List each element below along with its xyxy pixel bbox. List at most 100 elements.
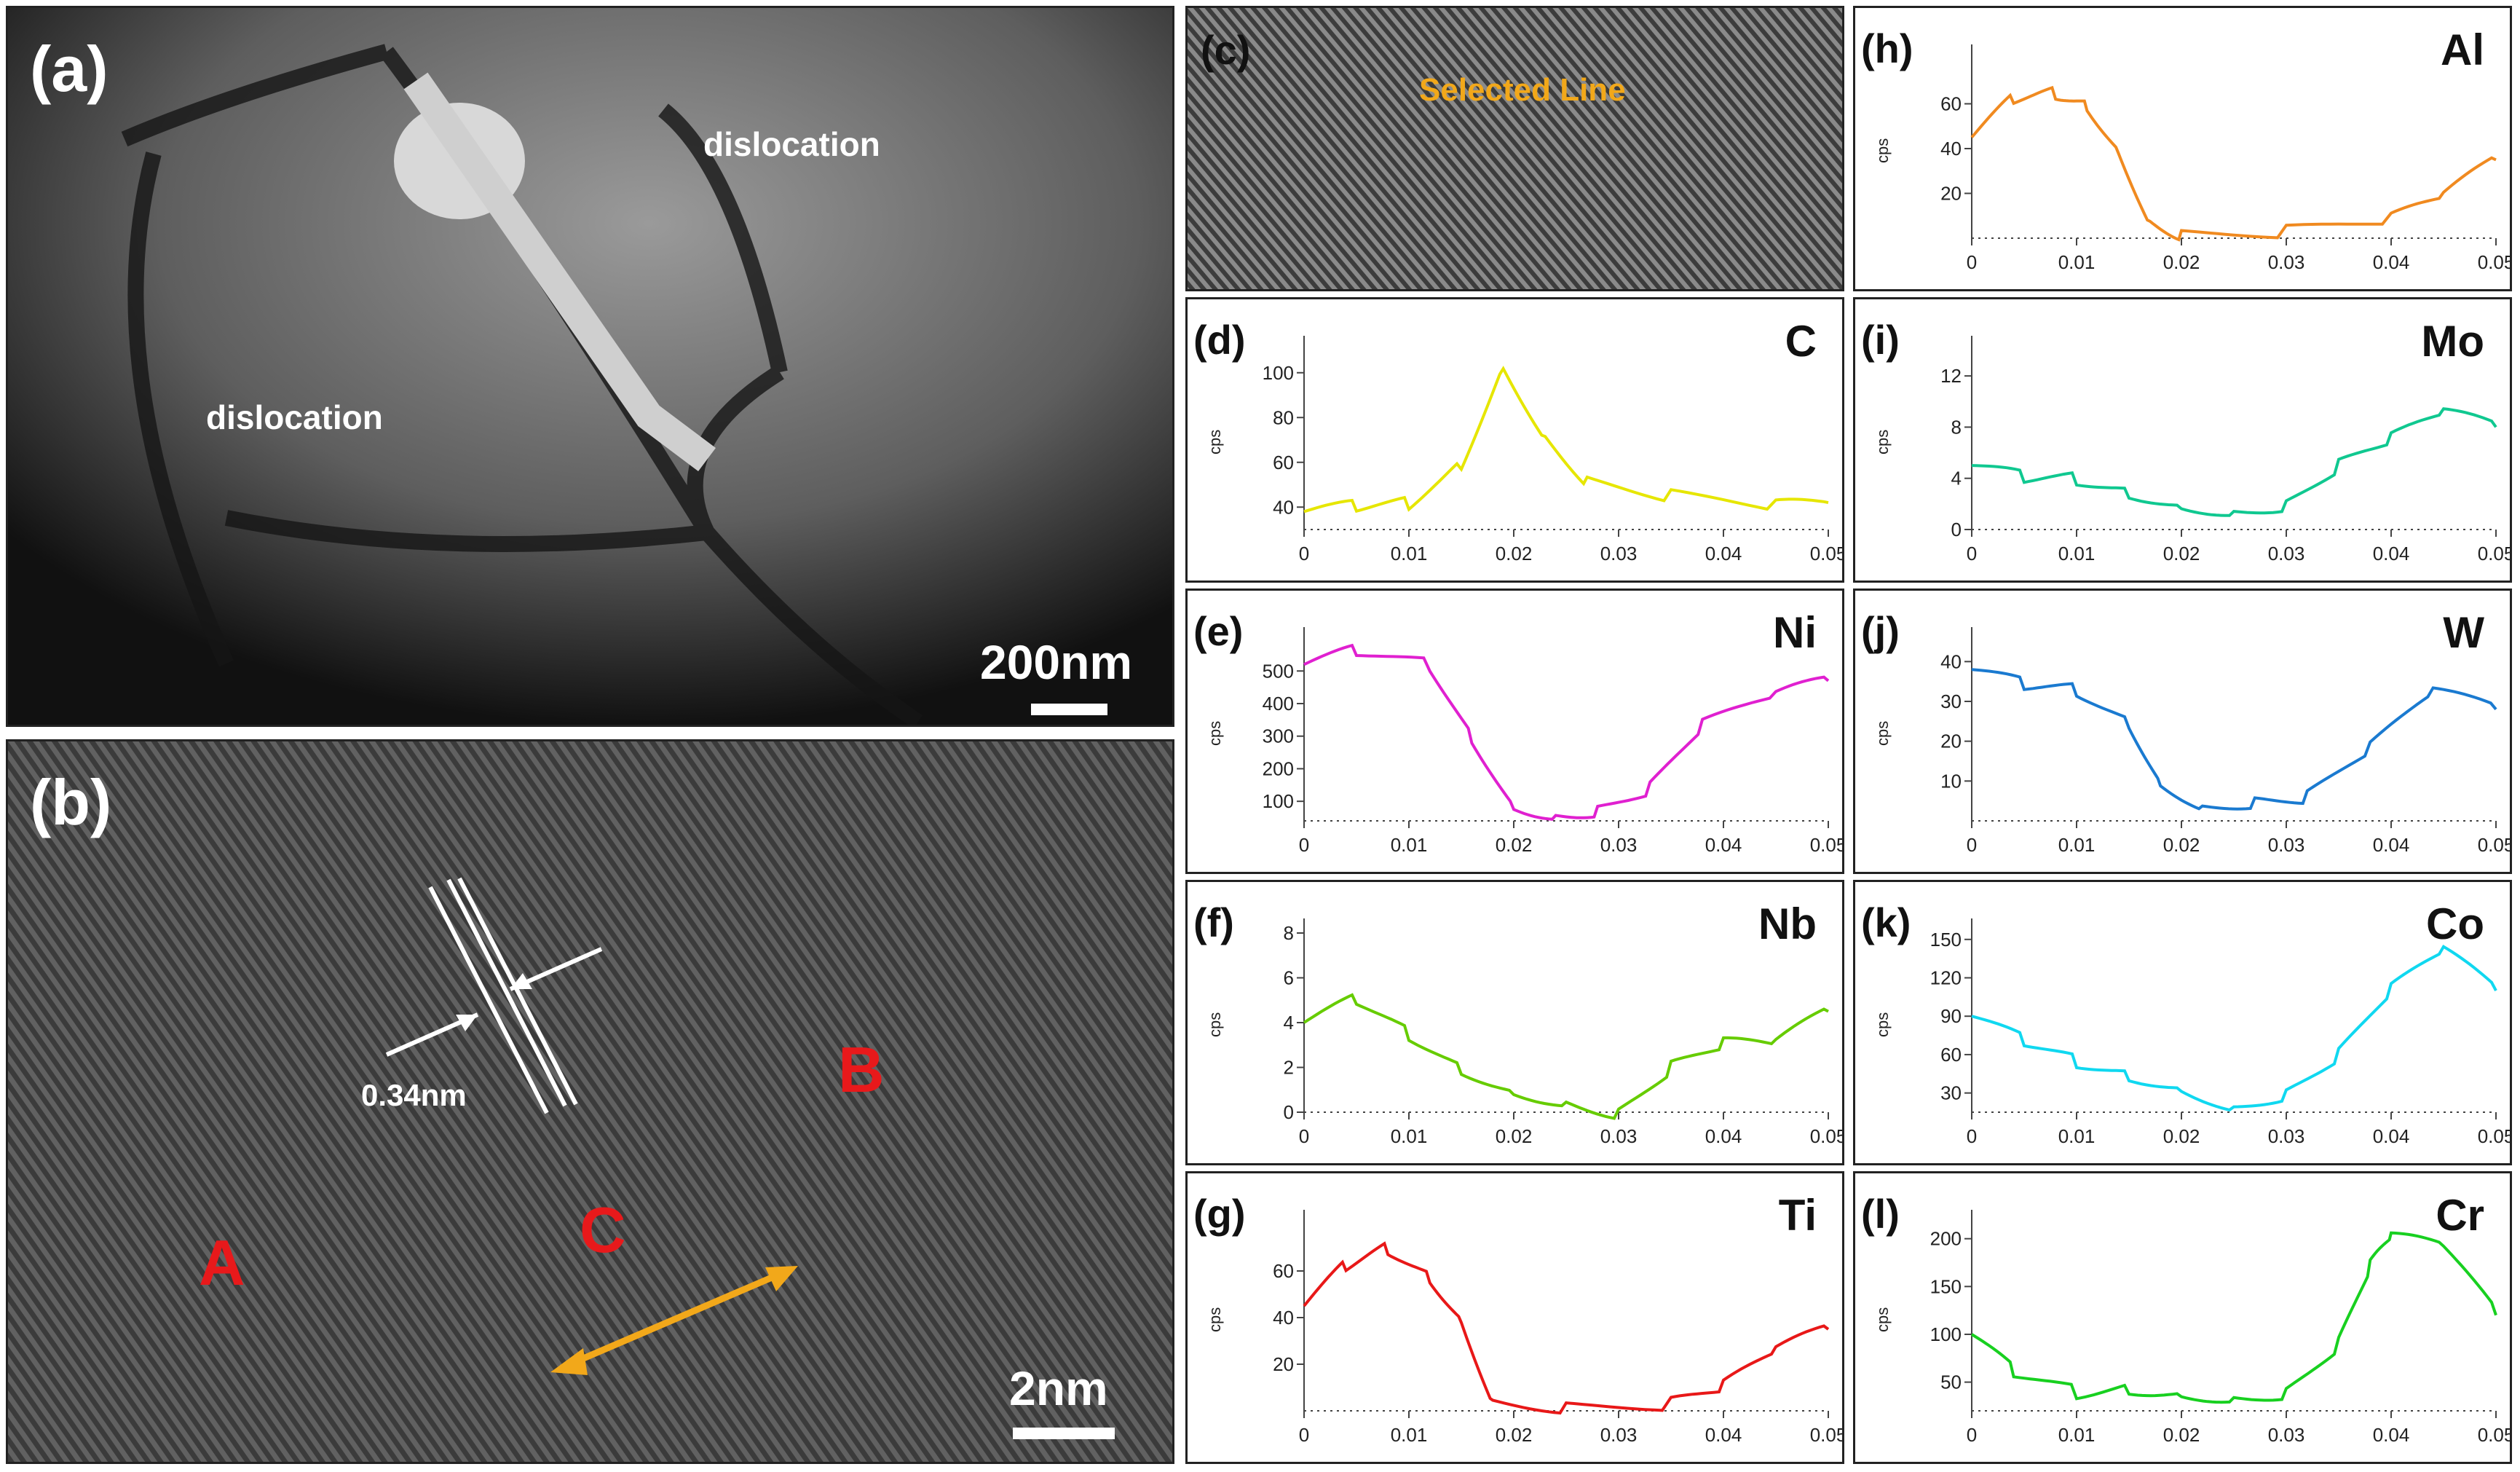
dislocation-label-1: dislocation: [703, 125, 880, 163]
y-tick-label-f: 2: [1284, 1057, 1294, 1079]
panel-c-texture: [1188, 8, 1842, 289]
x-tick-label-h: 0.04: [2373, 251, 2410, 273]
element-label-h: Al: [2441, 25, 2484, 74]
y-tick-label-d: 40: [1273, 496, 1294, 518]
y-tick-label-k: 60: [1940, 1044, 1962, 1066]
line-chart-h: 0 0.01 0.02 0.03 0.04 0.05 20 40 60 cps: [1873, 44, 2511, 273]
scale-bar-a: [1031, 704, 1107, 715]
x-tick-label-g: 0.04: [1705, 1424, 1742, 1446]
series-line-l: [1970, 1231, 2497, 1404]
x-tick-label-d: 0.03: [1600, 543, 1638, 564]
dislocation-label-2: dislocation: [206, 398, 383, 436]
x-tick-label-g: 0.01: [1391, 1424, 1428, 1446]
element-label-j: W: [2443, 608, 2484, 657]
chart-panel-d: (d) C 0 0.01 0.02 0.03 0.04 0.05 40 60 80 100 cps: [1185, 297, 1844, 583]
x-tick-label-f: 0.02: [1496, 1125, 1533, 1147]
x-tick-label-e: 0.05: [1810, 834, 1843, 856]
element-label-k: Co: [2426, 900, 2484, 948]
line-chart-e: 0 0.01 0.02 0.03 0.04 0.05 100 200 300 400 500 cps: [1206, 627, 1843, 856]
x-tick-label-i: 0.05: [2478, 543, 2511, 564]
hrtem-texture: [8, 741, 1172, 1462]
x-tick-label-f: 0.01: [1391, 1125, 1428, 1147]
y-tick-label-i: 8: [1951, 416, 1962, 438]
x-tick-label-h: 0: [1967, 251, 1977, 273]
y-tick-label-f: 4: [1284, 1012, 1294, 1034]
y-tick-label-k: 120: [1930, 967, 1962, 989]
y-tick-label-i: 4: [1951, 468, 1962, 489]
chart-panel-e: (e) Ni 0 0.01 0.02 0.03 0.04 0.05 100 200 300 400…: [1185, 589, 1844, 874]
series-line-h: [1970, 85, 2497, 242]
x-tick-label-k: 0.01: [2058, 1125, 2096, 1147]
x-tick-label-e: 0: [1299, 834, 1309, 856]
series-line-f: [1303, 993, 1829, 1120]
series-line-d: [1303, 366, 1829, 513]
y-tick-label-j: 40: [1940, 650, 1962, 672]
y-tick-label-e: 500: [1263, 660, 1294, 682]
y-tick-label-k: 90: [1940, 1005, 1962, 1027]
x-tick-label-h: 0.05: [2478, 251, 2511, 273]
chart-panel-h: (h) Al 0 0.01 0.02 0.03 0.04 0.05 20 40 60 cps: [1853, 6, 2512, 291]
y-tick-label-e: 300: [1263, 725, 1294, 747]
x-tick-label-l: 0: [1967, 1424, 1977, 1446]
y-tick-label-j: 20: [1940, 731, 1962, 752]
x-tick-label-i: 0.01: [2058, 543, 2096, 564]
y-tick-label-k: 150: [1930, 929, 1962, 950]
y-axis-label-k: cps: [1873, 1012, 1892, 1037]
x-tick-label-k: 0.04: [2373, 1125, 2410, 1147]
panel-a-label: (a): [30, 33, 108, 105]
x-tick-label-k: 0.05: [2478, 1125, 2511, 1147]
micrograph-a-texture: [8, 8, 1172, 725]
y-tick-label-g: 60: [1273, 1260, 1294, 1282]
x-tick-label-j: 0.03: [2268, 834, 2305, 856]
element-label-g: Ti: [1778, 1191, 1817, 1240]
lattice-spacing-label: 0.34nm: [361, 1078, 467, 1112]
y-tick-label-g: 40: [1273, 1307, 1294, 1329]
chart-panel-g: (g) Ti 0 0.01 0.02 0.03 0.04 0.05 20 40 60 cps: [1185, 1171, 1844, 1464]
element-label-d: C: [1785, 317, 1817, 366]
x-tick-label-l: 0.05: [2478, 1424, 2511, 1446]
scale-bar-b: [1013, 1428, 1115, 1439]
line-chart-f: 0 0.01 0.02 0.03 0.04 0.05 0 2 4 6 8 cps: [1206, 918, 1842, 1147]
chart-label-d: (d): [1193, 317, 1246, 363]
x-tick-label-e: 0.03: [1600, 834, 1638, 856]
chart-label-g: (g): [1193, 1191, 1246, 1237]
y-tick-label-d: 80: [1273, 406, 1294, 428]
chart-panel-k: (k) Co 0 0.01 0.02 0.03 0.04 0.05 30 60 90 120 150…: [1853, 880, 2512, 1165]
panel-a-micrograph: (a) dislocation dislocation 200nm: [6, 6, 1174, 727]
chart-panel-j: (j) W 0 0.01 0.02 0.03 0.04 0.05 10 20 30 40 cps: [1853, 589, 2512, 874]
series-line-i: [1971, 407, 2497, 517]
y-tick-label-j: 10: [1940, 770, 1962, 792]
y-tick-label-h: 20: [1940, 183, 1962, 205]
x-tick-label-d: 0.05: [1810, 543, 1843, 564]
line-chart-g: 0 0.01 0.02 0.03 0.04 0.05 20 40 60 cps: [1206, 1210, 1842, 1446]
x-tick-label-g: 0.02: [1496, 1424, 1533, 1446]
series-line-k: [1971, 944, 2497, 1112]
chart-label-l: (l): [1861, 1191, 1900, 1237]
chart-label-h: (h): [1861, 25, 1913, 71]
line-chart-k: 0 0.01 0.02 0.03 0.04 0.05 30 60 90 120 150 cps: [1873, 918, 2511, 1147]
y-tick-label-e: 100: [1263, 790, 1294, 812]
chart-label-k: (k): [1861, 900, 1911, 945]
region-label-c: C: [580, 1194, 626, 1266]
y-axis-label-g: cps: [1206, 1307, 1224, 1332]
y-tick-label-i: 12: [1940, 365, 1962, 387]
y-tick-label-l: 150: [1930, 1275, 1962, 1297]
line-chart-j: 0 0.01 0.02 0.03 0.04 0.05 10 20 30 40 cps: [1873, 627, 2510, 856]
y-axis-label-j: cps: [1873, 721, 1892, 746]
x-tick-label-d: 0.01: [1391, 543, 1428, 564]
x-tick-label-l: 0.03: [2268, 1424, 2305, 1446]
x-tick-label-j: 0.04: [2373, 834, 2410, 856]
chart-label-e: (e): [1193, 608, 1244, 654]
x-tick-label-d: 0.02: [1496, 543, 1533, 564]
line-chart-l: 0 0.01 0.02 0.03 0.04 0.05 50 100 150 200 cps: [1873, 1210, 2511, 1446]
chart-label-i: (i): [1861, 317, 1900, 363]
selected-line-label: Selected Line: [1419, 72, 1626, 108]
x-tick-label-j: 0: [1967, 834, 1977, 856]
chart-panel-l: (l) Cr 0 0.01 0.02 0.03 0.04 0.05 50 100 150 200 c…: [1853, 1171, 2512, 1464]
element-label-l: Cr: [2436, 1191, 2484, 1240]
scale-text-a: 200nm: [980, 635, 1133, 689]
y-tick-label-e: 200: [1263, 757, 1294, 779]
x-tick-label-d: 0: [1299, 543, 1309, 564]
y-axis-label-e: cps: [1206, 721, 1224, 746]
region-label-b: B: [838, 1034, 885, 1106]
